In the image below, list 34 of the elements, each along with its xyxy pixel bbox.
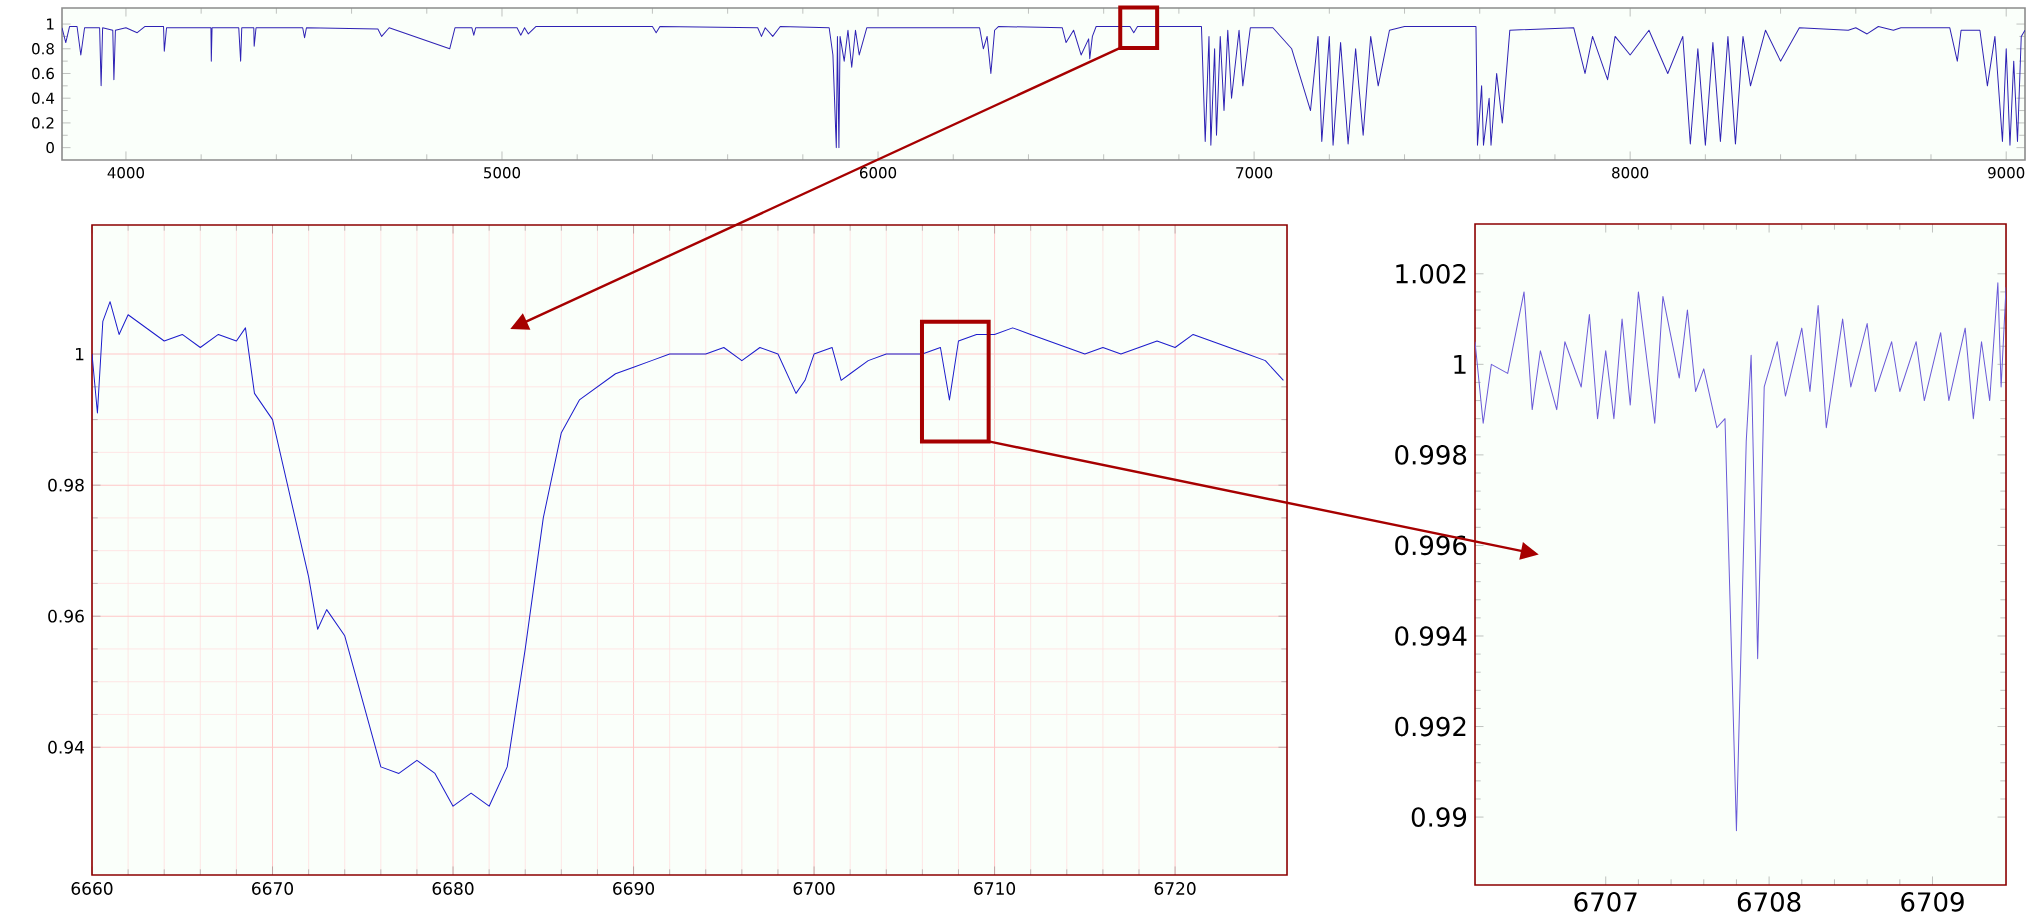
x-tick-label: 6708 <box>1737 892 1801 912</box>
x-tick-label: 6680 <box>432 882 474 895</box>
y-tick-label: 0.94 <box>48 740 84 754</box>
y-tick-label: 0.998 <box>1395 445 1467 465</box>
y-tick-label: 0 <box>46 141 54 154</box>
y-tick-label: 0.2 <box>32 117 54 129</box>
y-tick-label: 1 <box>76 347 84 361</box>
x-tick-label: 7000 <box>1236 167 1273 179</box>
y-tick-label: 0.99 <box>1411 807 1467 827</box>
x-tick-label: 5000 <box>484 167 521 179</box>
y-tick-label: 0.8 <box>32 43 54 55</box>
y-tick-label: 0.4 <box>32 92 55 104</box>
x-tick-label: 6720 <box>1154 882 1196 895</box>
x-tick-label: 6709 <box>1901 892 1964 912</box>
y-tick-label: 0.994 <box>1395 626 1467 646</box>
y-tick-label: 0.96 <box>48 609 84 623</box>
x-tick-label: 6690 <box>613 882 655 895</box>
y-tick-label: 0.996 <box>1395 535 1467 556</box>
x-tick-label: 4000 <box>107 167 144 179</box>
y-tick-label: 0.6 <box>32 67 54 80</box>
x-tick-label: 9000 <box>1988 167 2025 179</box>
x-tick-label: 6710 <box>974 882 1016 895</box>
y-tick-label: 1.002 <box>1396 263 1466 284</box>
x-tick-label: 6707 <box>1574 892 1637 912</box>
x-tick-label: 6660 <box>71 882 113 895</box>
y-tick-label: 0.98 <box>48 478 84 492</box>
line-series <box>1475 282 2007 832</box>
x-tick-label: 6670 <box>252 882 294 895</box>
x-tick-label: 6700 <box>793 882 835 895</box>
y-tick-label: 0.992 <box>1395 716 1466 737</box>
x-tick-label: 6000 <box>859 167 897 179</box>
y-tick-label: 1 <box>47 18 54 30</box>
y-tick-label: 1 <box>1454 354 1466 374</box>
x-tick-label: 8000 <box>1612 167 1649 179</box>
